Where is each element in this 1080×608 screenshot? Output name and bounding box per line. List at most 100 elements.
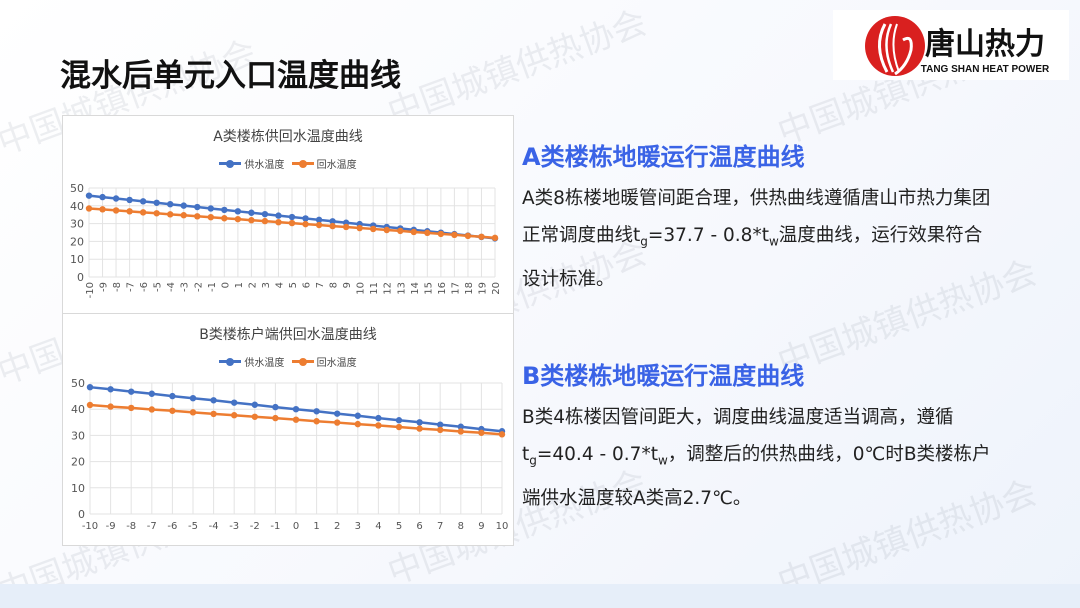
data-point [112, 195, 120, 202]
data-point [248, 217, 255, 224]
chart-a: A类楼栋供回水温度曲线 供水温度 回水温度 0 10 20 30 40 50 -10 -9 -8… [62, 115, 514, 315]
x-tick-label: 1 [313, 521, 319, 532]
data-point [334, 419, 341, 426]
x-tick-label: 5 [288, 282, 299, 288]
data-point [416, 419, 423, 426]
panel-a: A类楼栋地暖运行温度曲线 A类8栋楼地暖管间距合理，供热曲线遵循唐山市热力集团正… [522, 137, 997, 298]
data-point [231, 399, 238, 406]
panel-b-body: B类4栋楼因管间距大，调度曲线温度适当调高，遵循tg=40.4 - 0.7*tw… [522, 399, 997, 517]
data-point [370, 225, 377, 233]
data-point [85, 205, 93, 212]
data-point [261, 210, 269, 218]
svg-text:唐山热力: 唐山热力 [925, 27, 1045, 62]
data-point [410, 228, 417, 236]
data-point [491, 234, 499, 242]
x-tick-label: 9 [478, 521, 484, 532]
svg-text:TANG SHAN HEAT POWER: TANG SHAN HEAT POWER [921, 64, 1050, 75]
x-tick-label: -3 [180, 282, 191, 292]
data-point [139, 209, 147, 216]
data-point [248, 209, 255, 216]
company-logo: 唐山热力 TANG SHAN HEAT POWER [833, 10, 1069, 80]
data-point [234, 215, 242, 223]
x-tick-label: 8 [329, 282, 340, 288]
x-tick-label: -10 [85, 282, 96, 298]
data-point [194, 203, 201, 211]
y-tick-label: 10 [70, 253, 84, 266]
data-point [231, 412, 238, 419]
chart-legend: 供水温度 回水温度 [63, 354, 513, 369]
y-tick-label: 30 [71, 429, 85, 442]
data-point [221, 206, 228, 214]
data-point [153, 199, 160, 206]
data-point [437, 426, 444, 434]
x-tick-label: 0 [220, 282, 231, 288]
data-point [288, 219, 296, 227]
data-point [437, 230, 445, 238]
x-tick-label: 2 [247, 282, 258, 288]
x-tick-label: 7 [315, 282, 326, 288]
legend-item-return: 回水温度 [291, 354, 357, 369]
x-tick-label: 10 [356, 282, 367, 295]
data-point [313, 418, 320, 425]
data-point [275, 218, 282, 226]
x-tick-label: 10 [496, 521, 509, 532]
data-point [153, 210, 160, 217]
subscript: g [640, 234, 648, 249]
panel-a-body: A类8栋楼地暖管间距合理，供热曲线遵循唐山市热力集团正常调度曲线tg=37.7 … [522, 180, 997, 298]
x-tick-label: 2 [334, 521, 340, 532]
x-tick-label: 1 [234, 282, 245, 288]
y-tick-label: 40 [70, 200, 84, 213]
x-tick-label: -9 [99, 282, 110, 292]
data-point [397, 227, 404, 235]
data-point [302, 220, 309, 228]
x-tick-label: -10 [82, 521, 98, 532]
body-text: =40.4 - 0.7*t [536, 444, 658, 465]
data-point [221, 215, 228, 222]
data-point [189, 394, 197, 402]
data-point [292, 416, 300, 423]
x-tick-label: -4 [166, 282, 177, 292]
y-tick-label: 30 [70, 218, 84, 231]
subscript: w [768, 234, 779, 249]
x-tick-label: 4 [375, 521, 381, 532]
data-point [180, 212, 187, 219]
x-tick-label: 8 [458, 521, 464, 532]
data-point [207, 213, 214, 221]
panel-b-heading: B类楼栋地暖运行温度曲线 [522, 362, 805, 390]
subscript: w [657, 453, 668, 468]
x-tick-label: -4 [209, 521, 219, 532]
y-tick-label: 20 [71, 456, 85, 469]
data-point [107, 386, 114, 393]
data-point [315, 221, 323, 229]
x-tick-label: -8 [112, 282, 123, 292]
data-point [167, 200, 174, 208]
data-point [375, 414, 382, 422]
data-point [189, 409, 197, 416]
x-tick-label: 3 [261, 282, 272, 288]
data-point [395, 417, 403, 424]
data-point [128, 388, 135, 395]
data-point [437, 421, 444, 428]
data-point [464, 232, 472, 240]
x-tick-label: 4 [274, 282, 285, 288]
data-point [375, 422, 382, 429]
legend-label: 回水温度 [316, 358, 357, 369]
data-point [292, 406, 300, 413]
data-point [107, 403, 114, 410]
page-title: 混水后单元入口温度曲线 [60, 58, 401, 94]
x-tick-label: 17 [450, 282, 461, 295]
x-tick-label: 16 [437, 282, 448, 295]
x-tick-label: 18 [464, 282, 475, 295]
x-tick-label: 15 [423, 282, 434, 295]
x-tick-label: -3 [229, 521, 239, 532]
legend-marker [219, 159, 242, 168]
data-point [288, 213, 296, 221]
data-point [99, 193, 106, 201]
x-tick-label: -2 [193, 282, 204, 292]
x-tick-label: 19 [477, 282, 488, 295]
data-point [334, 410, 341, 417]
data-point [148, 390, 155, 397]
data-point [395, 423, 403, 431]
